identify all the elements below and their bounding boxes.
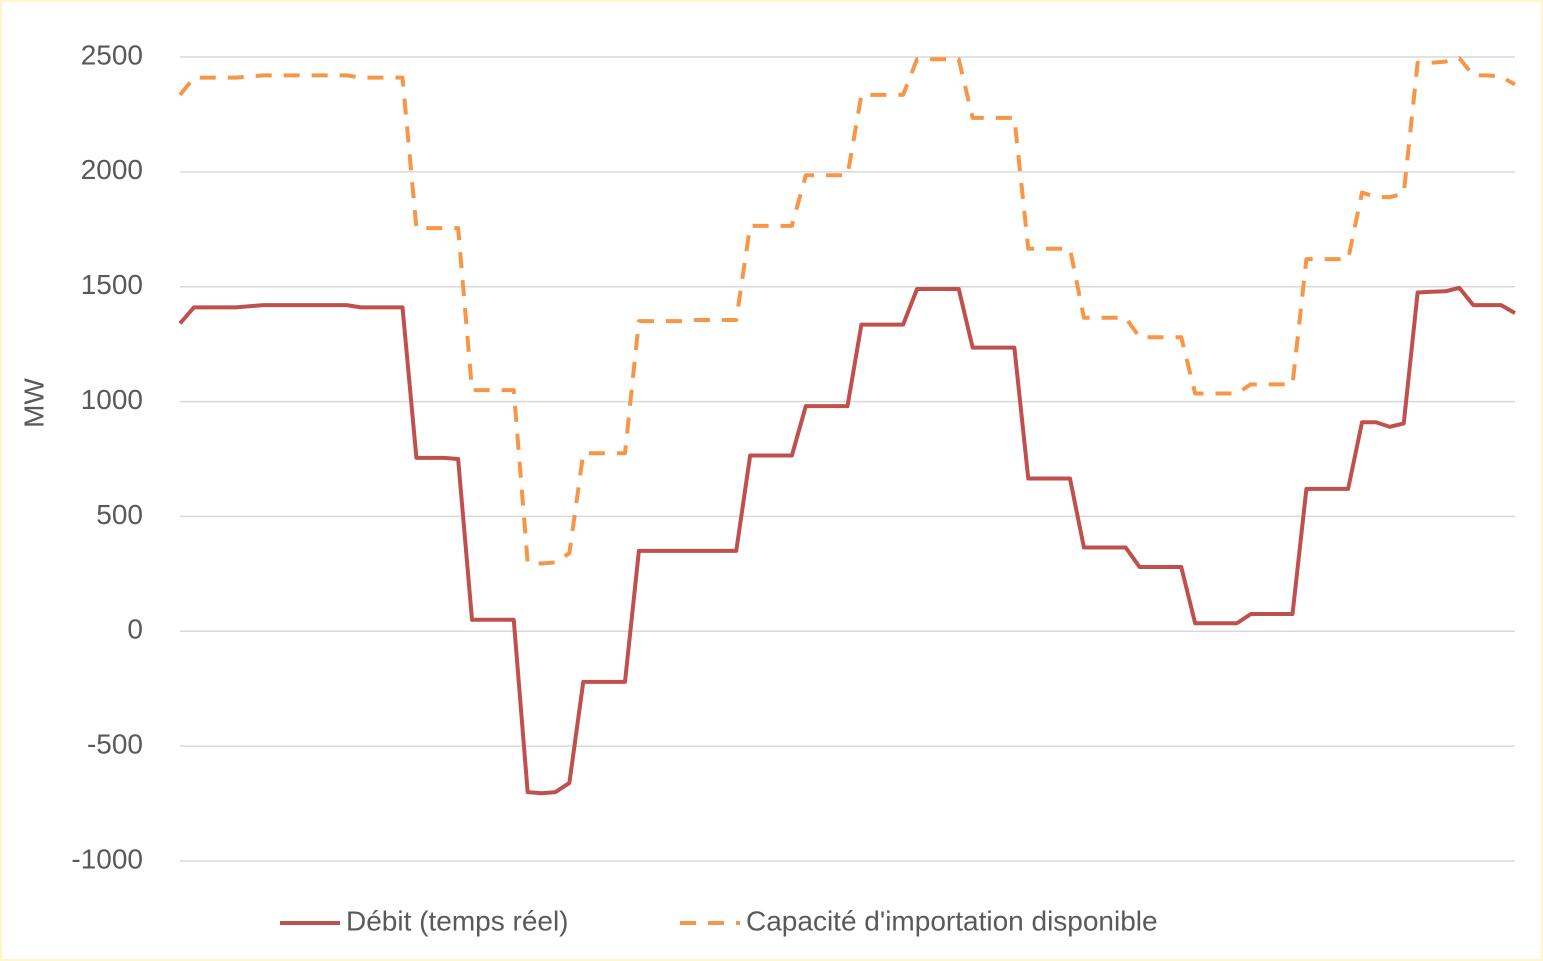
- y-tick-label: 2500: [81, 39, 143, 70]
- legend-label: Débit (temps réel): [346, 905, 569, 936]
- legend-label: Capacité d'importation disponible: [746, 905, 1158, 936]
- y-tick-label: 500: [96, 499, 143, 530]
- y-axis-label: MW: [18, 378, 49, 428]
- y-tick-label: -1000: [71, 843, 143, 874]
- series-line: [178, 285, 1517, 796]
- series-line: [178, 56, 1517, 566]
- y-tick-label: -500: [87, 729, 143, 760]
- y-tick-label: 0: [127, 614, 143, 645]
- y-tick-label: 2000: [81, 154, 143, 185]
- y-tick-label: 1500: [81, 269, 143, 300]
- y-tick-label: 1000: [81, 384, 143, 415]
